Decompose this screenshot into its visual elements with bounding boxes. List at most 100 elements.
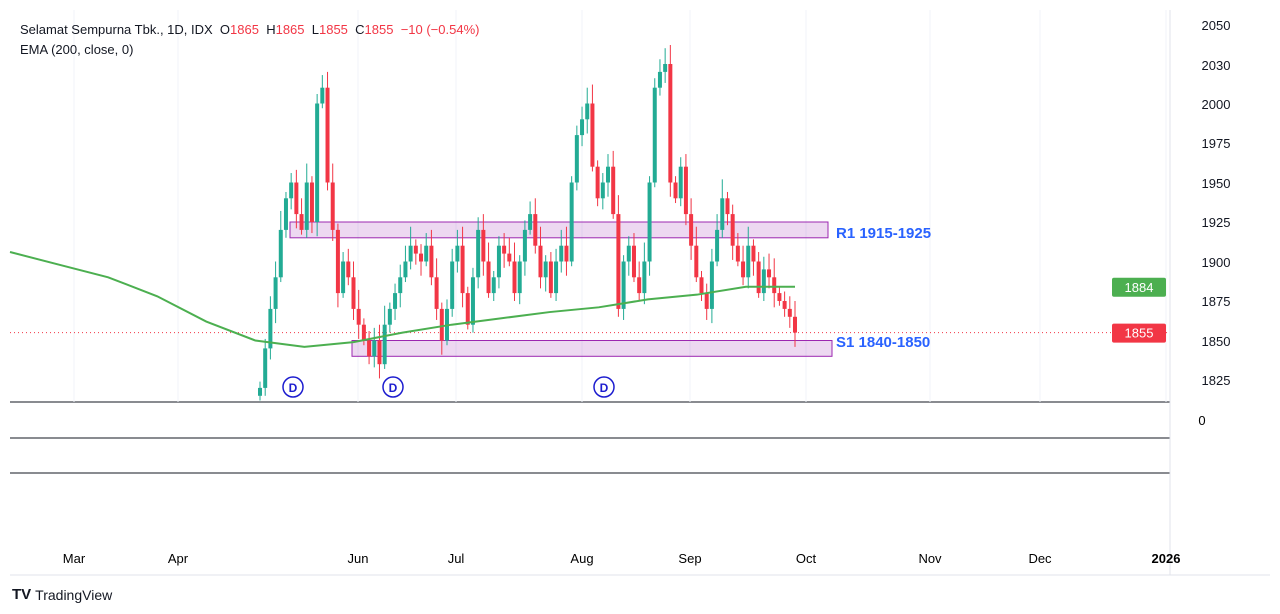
candle-body [361, 324, 366, 341]
candle-body [439, 308, 444, 341]
candle-body [304, 182, 309, 230]
candle-body [720, 198, 725, 230]
candle-body [621, 261, 626, 309]
candle-body [335, 229, 340, 294]
candle-body [595, 166, 600, 199]
candle-body [704, 293, 709, 309]
candle-body [273, 277, 278, 309]
zone-label: S1 1840-1850 [836, 334, 930, 351]
candle-body [517, 261, 522, 294]
candle-body [377, 340, 382, 365]
candle-body [683, 166, 688, 215]
candle-body [538, 245, 543, 278]
candle-body [356, 308, 361, 325]
candle-body [533, 214, 538, 246]
candle-body [434, 277, 439, 309]
sr-zone [351, 340, 833, 357]
candle-body [393, 293, 398, 309]
candle-body [611, 166, 616, 215]
candle-body [512, 261, 517, 294]
ema-indicator-label[interactable]: EMA (200, close, 0) [20, 42, 134, 57]
low-value: 1855 [318, 22, 348, 37]
candle-body [756, 261, 761, 294]
lower-pane-tick: 0 [1198, 413, 1205, 428]
candle-body [496, 245, 501, 278]
candle-body [424, 245, 429, 262]
tradingview-logo-icon: TV [12, 586, 32, 603]
candle-body [476, 229, 481, 278]
dividend-marker-icon [593, 376, 615, 398]
candle-body [585, 103, 590, 120]
dividend-marker-label: D [389, 381, 398, 395]
candle-body [652, 87, 657, 183]
candle-body [403, 261, 408, 278]
y-tick-label: 2000 [1202, 97, 1231, 112]
candle-body [709, 261, 714, 309]
ema-price-label: 1884 [1125, 280, 1154, 295]
candle-body [616, 214, 621, 309]
last-price-label: 1855 [1125, 326, 1154, 341]
candle-body [387, 308, 392, 325]
x-tick-label: 2026 [1152, 551, 1181, 566]
candle-body [289, 182, 294, 199]
y-tick-label: 1900 [1202, 255, 1231, 270]
candle-body [258, 387, 262, 396]
change-value: −10 (−0.54%) [400, 22, 480, 37]
candle-body [346, 261, 351, 278]
candle-body [787, 308, 792, 317]
candle-body [793, 316, 797, 333]
candle-body [746, 245, 751, 278]
candle-body [341, 261, 346, 294]
candle-body [486, 261, 491, 294]
candle-body [325, 87, 330, 183]
x-tick-label: Oct [796, 551, 817, 566]
candle-body [543, 261, 548, 278]
candle-body [772, 277, 777, 294]
y-tick-label: 1875 [1202, 294, 1231, 309]
candle-body [367, 340, 372, 357]
candle-body [294, 182, 299, 215]
x-tick-label: Jul [448, 551, 465, 566]
dividend-marker-icon [382, 376, 404, 398]
candle-body [569, 182, 574, 262]
x-tick-label: Mar [63, 551, 86, 566]
candle-body [372, 340, 377, 357]
candle-body [606, 166, 611, 183]
candle-body [761, 269, 766, 294]
open-value: 1865 [230, 22, 259, 37]
x-tick-label: Sep [678, 551, 701, 566]
candle-body [678, 166, 683, 199]
candle-body [491, 277, 496, 294]
x-tick-label: Jun [348, 551, 369, 566]
candle-body [657, 71, 662, 88]
candle-body [668, 64, 673, 183]
y-tick-label: 1950 [1202, 176, 1231, 191]
candle-body [767, 269, 772, 278]
candle-body [637, 277, 642, 294]
candle-body [450, 261, 455, 309]
candle-body [673, 182, 678, 199]
x-tick-label: Aug [570, 551, 593, 566]
candle-body [481, 229, 486, 262]
candle-body [465, 293, 470, 325]
candle-body [689, 214, 694, 246]
candle-body [299, 214, 304, 230]
chart-legend: Selamat Sempurna Tbk., 1D, IDX O1865 H18… [20, 20, 479, 60]
candle-body [502, 245, 507, 254]
candle-body [730, 214, 735, 246]
y-tick-label: 2030 [1202, 58, 1231, 73]
candle-body [590, 103, 595, 167]
tradingview-logo[interactable]: TV TradingView [12, 586, 113, 603]
candle-body [751, 245, 756, 262]
candle-body [330, 182, 335, 230]
candle-body [268, 308, 273, 349]
candle-body [741, 261, 746, 278]
y-tick-label: 2050 [1202, 18, 1231, 33]
y-tick-label: 1925 [1202, 215, 1231, 230]
candle-body [455, 245, 460, 262]
candle-body [408, 245, 413, 262]
candle-body [564, 245, 569, 262]
candle-body [429, 245, 434, 278]
candle-body [626, 245, 631, 262]
